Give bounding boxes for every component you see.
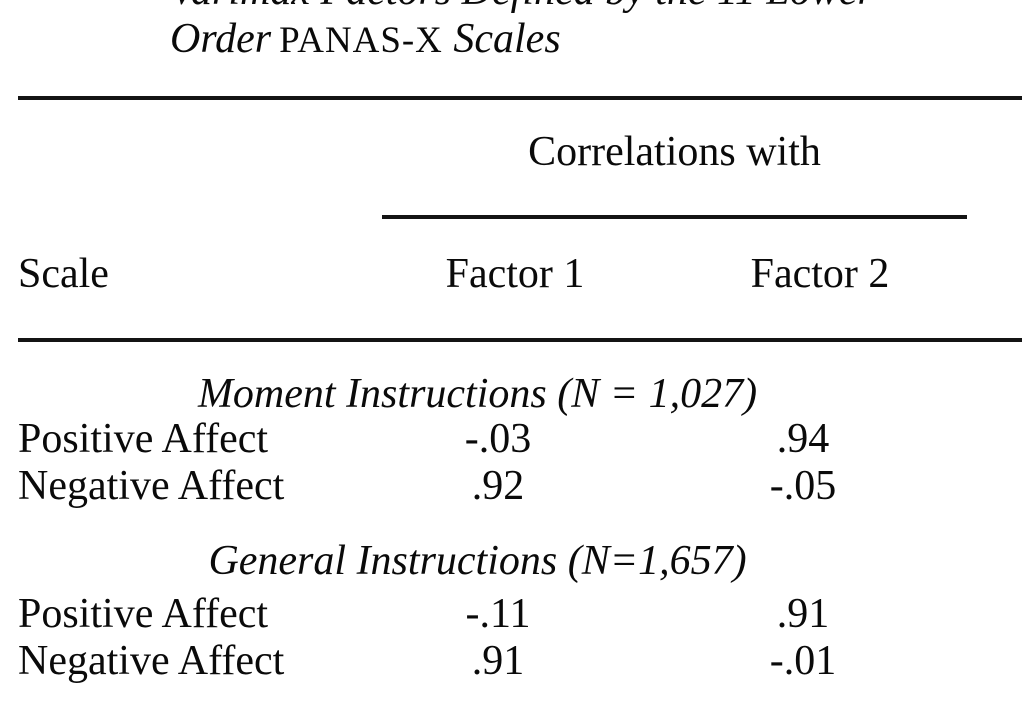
factor2-value: .94	[776, 416, 830, 462]
table-title-line2: Order PANAS-X Scales	[170, 18, 561, 60]
top-rule	[18, 96, 1022, 100]
table-row: Negative Affect .92 -.05	[0, 465, 1026, 507]
factor1-value: .91	[471, 638, 525, 684]
header-rule	[18, 338, 1022, 342]
table-row: Negative Affect .91 -.01	[0, 640, 1026, 682]
row-label-positive-affect: Positive Affect	[18, 416, 269, 462]
factor2-value: -.01	[769, 638, 837, 684]
table-row: Positive Affect -.11 .91	[0, 593, 1026, 635]
factor1-value: -.03	[464, 416, 532, 462]
factor2-value: -.05	[769, 463, 837, 509]
row-label-positive-affect: Positive Affect	[18, 591, 269, 637]
scale-column-header: Scale	[18, 251, 109, 297]
table-title-line1-clipped: Varimax Factors Defined by the 11 Lower	[170, 0, 874, 12]
factor2-column-header: Factor 2	[750, 251, 890, 297]
column-header-row: Scale Factor 1 Factor 2	[0, 253, 1026, 295]
spanner-rule	[382, 215, 967, 219]
section-heading-general: General Instructions (N=1,657)	[208, 538, 747, 584]
factor1-value: -.11	[465, 591, 531, 637]
table-row: Positive Affect -.03 .94	[0, 418, 1026, 460]
section-heading-moment: Moment Instructions (N = 1,027)	[197, 371, 758, 417]
factor2-value: .91	[776, 591, 830, 637]
row-label-negative-affect: Negative Affect	[18, 638, 285, 684]
panas-x-acronym: PANAS-X	[279, 19, 443, 60]
factor1-value: .92	[471, 463, 525, 509]
row-label-negative-affect: Negative Affect	[18, 463, 285, 509]
factor1-column-header: Factor 1	[445, 251, 585, 297]
table-title-scales-word: Scales	[442, 16, 561, 62]
spanner-header: Correlations with	[528, 129, 821, 175]
table-title-order-word: Order	[170, 16, 272, 62]
